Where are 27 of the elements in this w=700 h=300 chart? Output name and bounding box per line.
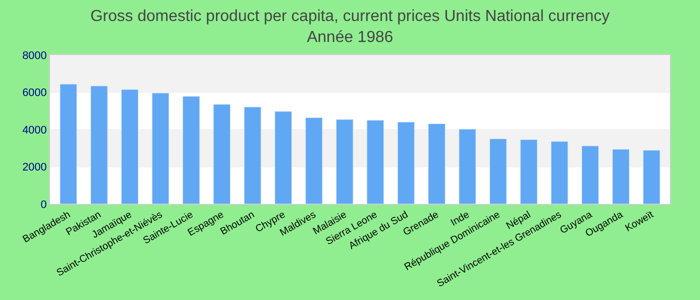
bar [428,123,446,204]
bar [397,122,415,204]
bar [152,92,170,204]
bar [458,128,476,204]
bar [274,111,292,204]
bar [366,120,384,204]
bar [60,84,78,204]
chart-subtitle: Année 1986 [306,28,394,46]
bar [90,86,108,204]
chart-title: Gross domestic product per capita, current prices Units National currency [90,8,610,25]
bar [121,89,138,204]
bar [550,141,568,204]
bar [305,117,323,204]
bar [213,104,231,204]
y-tick-label: 2000 [22,162,47,174]
bar [244,106,262,204]
bar [612,148,630,204]
bar [642,150,660,204]
bar [520,139,538,204]
y-tick-label: 8000 [22,50,47,62]
bar [336,119,354,204]
y-tick-label: 0 [40,198,47,211]
y-tick-label: 4000 [22,124,47,136]
bar [582,146,599,204]
y-tick-label: 6000 [22,87,47,100]
bar [489,138,507,204]
bar [182,96,200,204]
